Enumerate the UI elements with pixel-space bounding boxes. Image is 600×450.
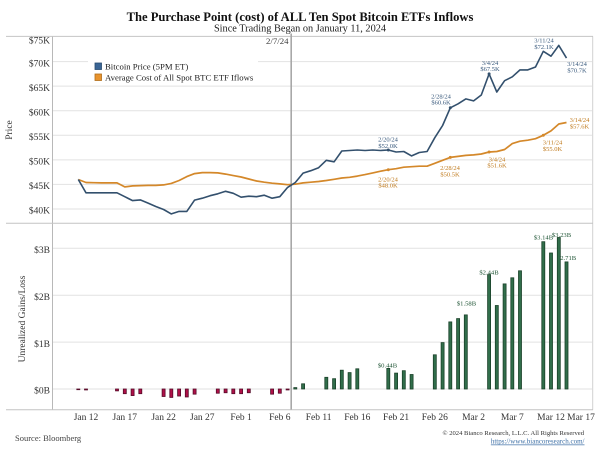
svg-text:Average Cost of All Spot BTC E: Average Cost of All Spot BTC ETF Iflows xyxy=(105,73,254,83)
svg-text:Source: Bloomberg: Source: Bloomberg xyxy=(15,433,82,443)
svg-text:$51.6K: $51.6K xyxy=(487,163,507,170)
svg-text:$75K: $75K xyxy=(29,35,50,46)
svg-text:$57.6K: $57.6K xyxy=(570,123,590,130)
svg-text:The Purchase Point (cost) of A: The Purchase Point (cost) of ALL Ten Spo… xyxy=(127,10,474,24)
svg-text:https://www.biancoresearch.com: https://www.biancoresearch.com/ xyxy=(491,438,585,446)
svg-text:3/11/24: 3/11/24 xyxy=(534,38,554,45)
svg-text:2/20/24: 2/20/24 xyxy=(378,176,399,183)
svg-text:$72.1K: $72.1K xyxy=(534,44,554,51)
svg-text:Since Trading Began on January: Since Trading Began on January 11, 2024 xyxy=(214,23,386,34)
svg-text:3/11/24: 3/11/24 xyxy=(543,140,563,147)
svg-text:$3B: $3B xyxy=(34,245,50,256)
svg-text:$70K: $70K xyxy=(29,58,50,69)
svg-text:$48.0K: $48.0K xyxy=(378,183,398,190)
svg-text:Feb 26: Feb 26 xyxy=(422,413,448,423)
svg-text:$55.0K: $55.0K xyxy=(543,146,563,153)
svg-text:$0.44B: $0.44B xyxy=(378,362,398,369)
svg-text:Feb 6: Feb 6 xyxy=(269,413,291,423)
svg-text:2/28/24: 2/28/24 xyxy=(431,94,452,101)
svg-text:Mar 17: Mar 17 xyxy=(567,413,595,423)
svg-text:Jan 17: Jan 17 xyxy=(113,413,138,423)
svg-text:$60.6K: $60.6K xyxy=(431,100,451,107)
svg-text:Jan 22: Jan 22 xyxy=(151,413,176,423)
svg-text:$3.14B: $3.14B xyxy=(534,234,554,241)
svg-text:$2B: $2B xyxy=(34,292,50,303)
svg-text:Price: Price xyxy=(5,120,15,140)
svg-text:Mar 2: Mar 2 xyxy=(462,413,485,423)
svg-text:Feb 1: Feb 1 xyxy=(230,413,252,423)
svg-text:3/14/24: 3/14/24 xyxy=(567,61,588,68)
svg-text:2/28/24: 2/28/24 xyxy=(440,165,461,172)
svg-text:Mar 12: Mar 12 xyxy=(537,413,565,423)
svg-text:2.71B: 2.71B xyxy=(560,255,577,262)
svg-text:3/4/24: 3/4/24 xyxy=(489,156,506,163)
svg-text:$52.0K: $52.0K xyxy=(378,143,398,150)
svg-text:$50K: $50K xyxy=(29,157,50,168)
svg-text:$65K: $65K xyxy=(29,83,50,94)
svg-text:$67.5K: $67.5K xyxy=(480,66,500,73)
svg-text:$55K: $55K xyxy=(29,132,50,143)
svg-text:$40K: $40K xyxy=(29,206,50,217)
svg-text:2/7/24: 2/7/24 xyxy=(266,36,289,46)
svg-text:$3.23B: $3.23B xyxy=(552,232,572,239)
svg-text:2/20/24: 2/20/24 xyxy=(378,137,399,144)
svg-text:Bitcoin Price (5PM ET): Bitcoin Price (5PM ET) xyxy=(105,62,188,72)
svg-text:$45K: $45K xyxy=(29,181,50,192)
svg-text:Feb 16: Feb 16 xyxy=(344,413,370,423)
svg-text:$70.7K: $70.7K xyxy=(567,67,587,74)
svg-text:© 2024 Bianco Research, L.L.C.: © 2024 Bianco Research, L.L.C. All Right… xyxy=(443,430,585,437)
svg-text:$1.58B: $1.58B xyxy=(457,301,477,308)
svg-text:$60K: $60K xyxy=(29,107,50,118)
svg-text:Feb 11: Feb 11 xyxy=(306,413,332,423)
svg-text:$50.5K: $50.5K xyxy=(440,171,460,178)
svg-text:Mar 7: Mar 7 xyxy=(501,413,524,423)
svg-text:Jan 27: Jan 27 xyxy=(190,413,215,423)
svg-text:$0B: $0B xyxy=(34,386,50,397)
svg-text:$1B: $1B xyxy=(34,339,50,350)
svg-text:Jan 12: Jan 12 xyxy=(74,413,99,423)
svg-text:3/14/24: 3/14/24 xyxy=(570,117,591,124)
svg-text:$2.44B: $2.44B xyxy=(479,270,499,277)
svg-text:3/4/24: 3/4/24 xyxy=(482,60,499,67)
svg-text:Unrealized Gains/Loss: Unrealized Gains/Loss xyxy=(18,275,28,362)
svg-text:Feb 21: Feb 21 xyxy=(383,413,409,423)
